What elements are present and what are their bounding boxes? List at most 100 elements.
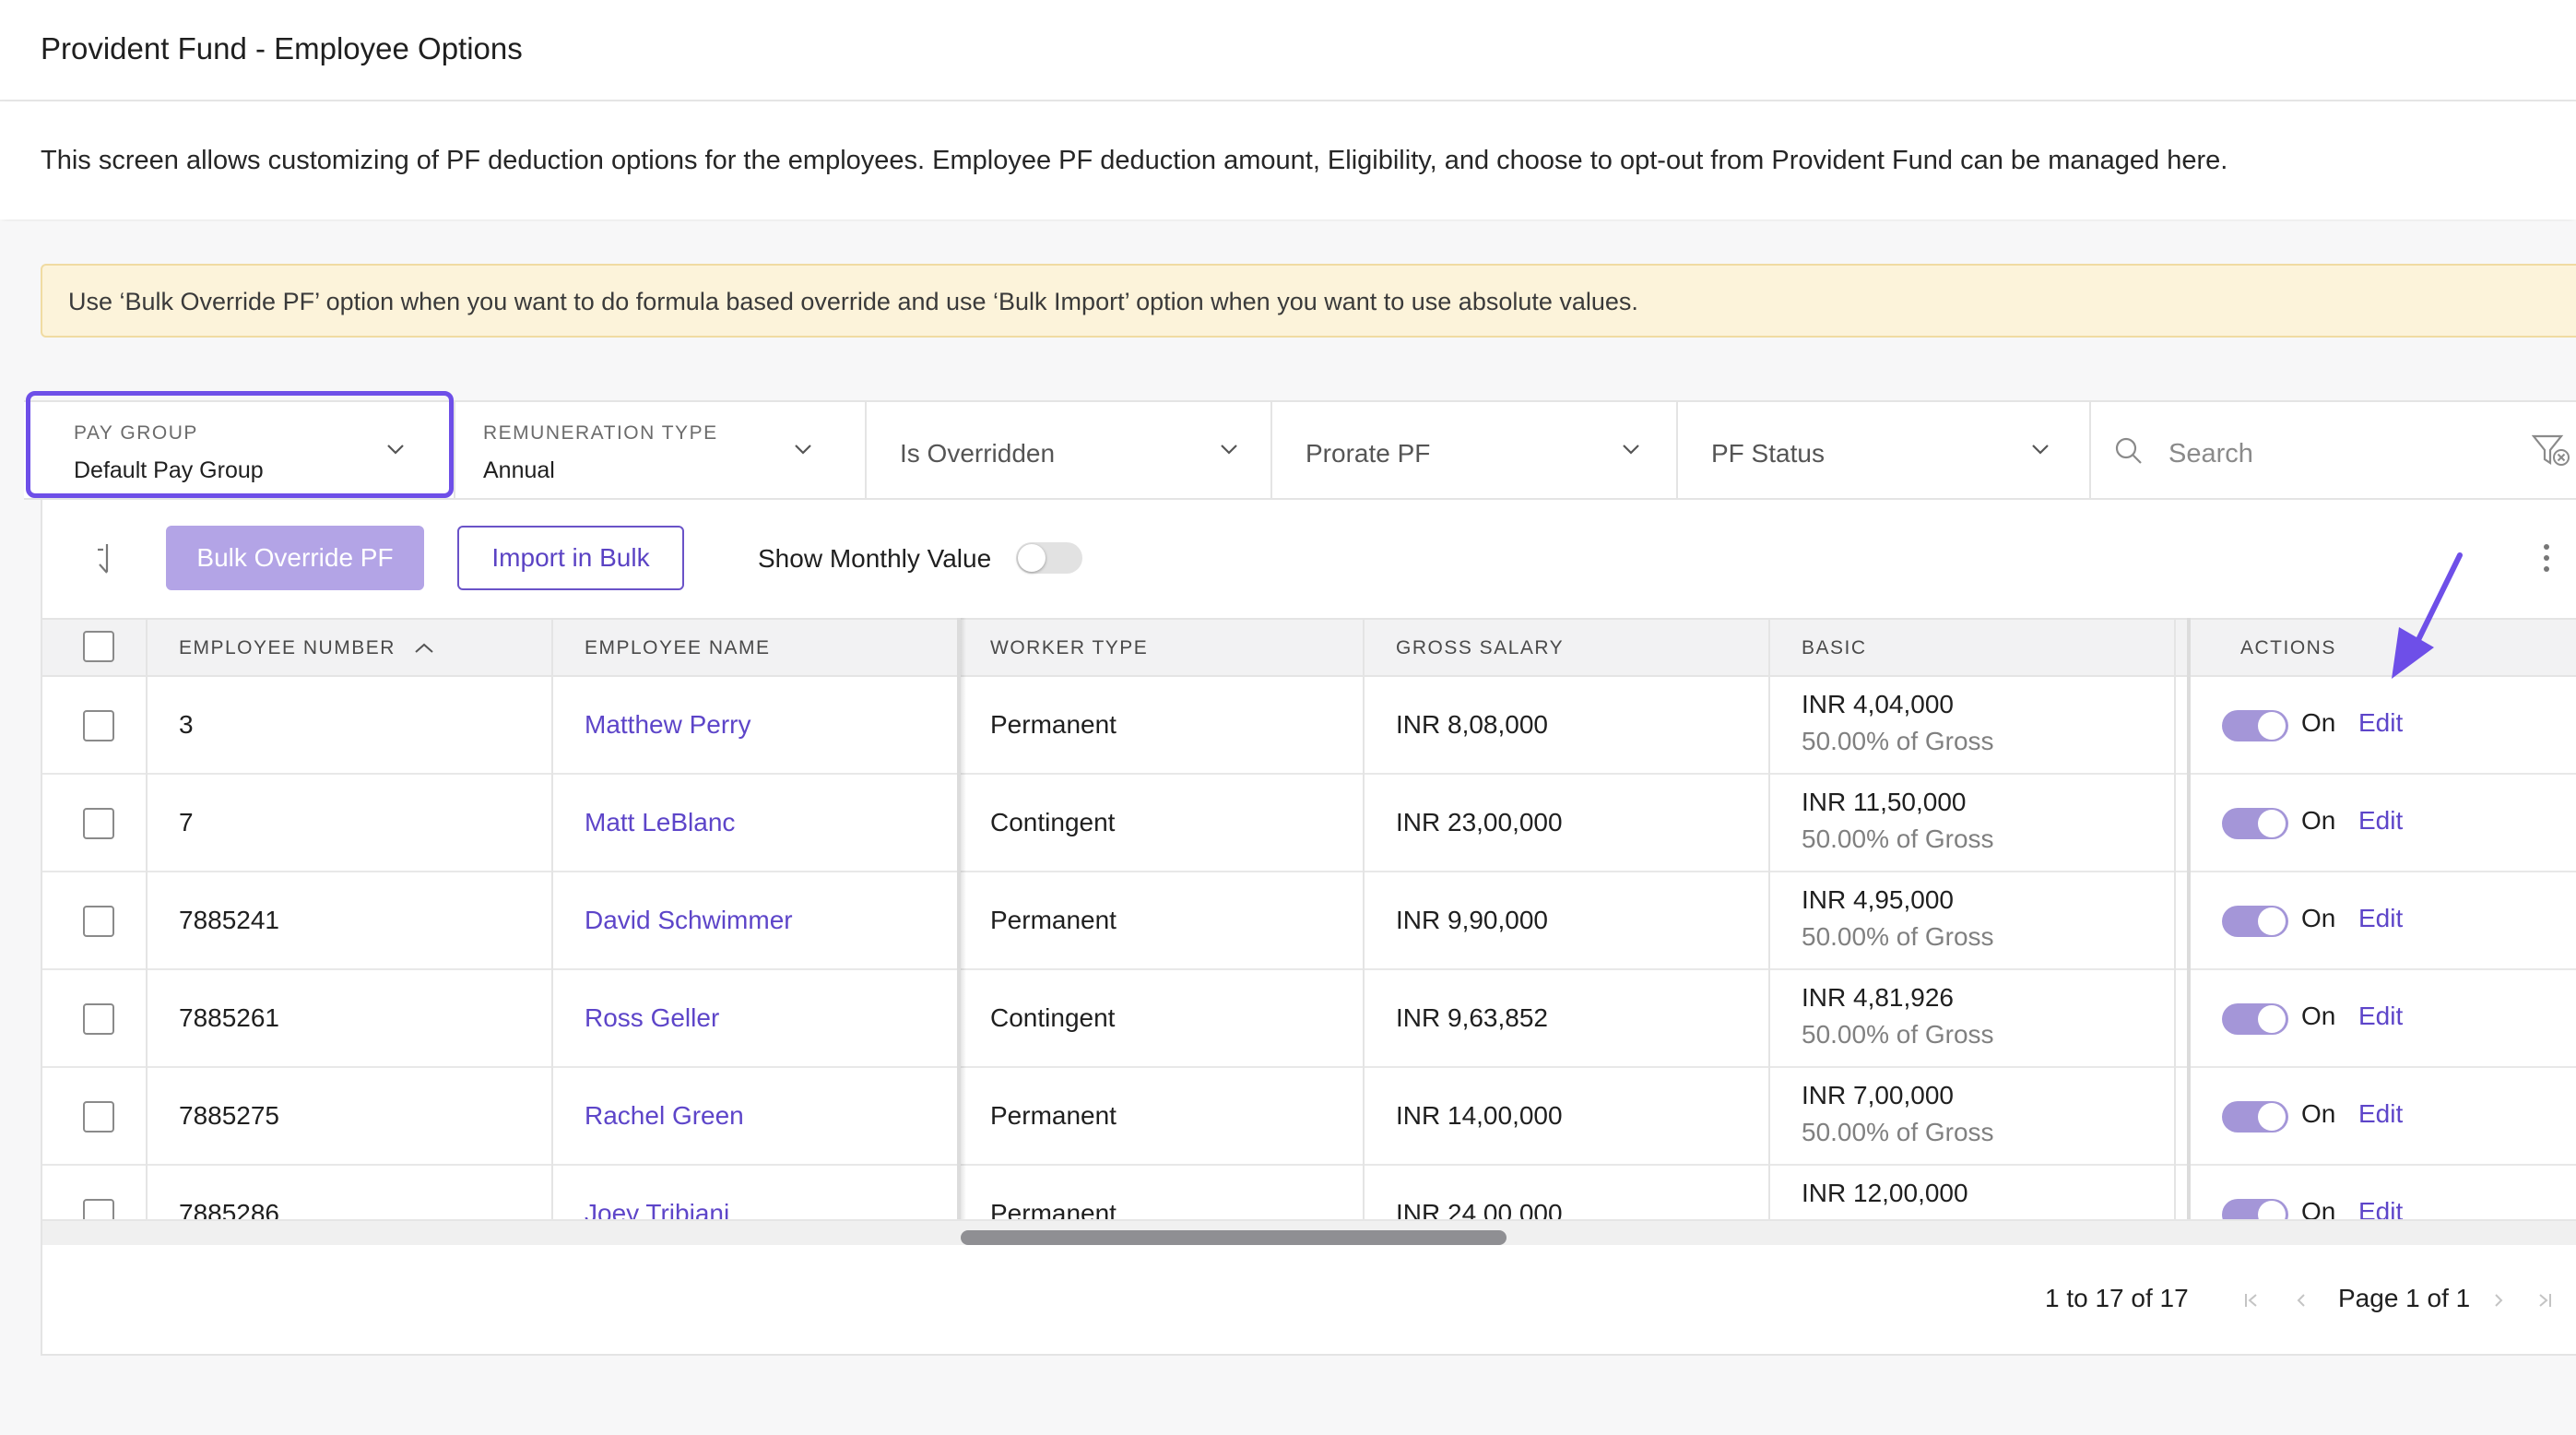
column-employee-number[interactable]: EMPLOYEE NUMBER	[179, 620, 435, 675]
gross-salary: INR 9,90,000	[1396, 906, 1548, 934]
bulk-override-pf-button[interactable]: Bulk Override PF	[166, 526, 424, 590]
chevron-down-icon	[795, 445, 811, 455]
next-page-icon[interactable]	[2489, 1291, 2508, 1310]
remuneration-type-filter[interactable]: REMUNERATION TYPE Annual	[455, 402, 867, 498]
table-row[interactable]: 3 Matthew Perry Permanent INR 8,08,000 I…	[42, 677, 2576, 775]
edit-link[interactable]: Edit	[2358, 806, 2404, 835]
employee-number: 7885286	[179, 1199, 280, 1219]
clear-filter-icon[interactable]	[2532, 433, 2574, 470]
pinned-column-shadow	[961, 618, 966, 1238]
pf-status-toggle[interactable]	[2222, 1003, 2288, 1035]
employee-table-panel: Bulk Override PF Import in Bulk Show Mon…	[41, 500, 2576, 1356]
chevron-down-icon	[387, 445, 404, 455]
table-row[interactable]: 7 Matt LeBlanc Contingent INR 23,00,000 …	[42, 775, 2576, 872]
basic-amount: INR 4,81,926	[1802, 983, 1954, 1012]
horizontal-scrollbar[interactable]	[42, 1219, 2576, 1245]
description-section: This screen allows customizing of PF ded…	[0, 101, 2576, 219]
import-in-bulk-button[interactable]: Import in Bulk	[457, 526, 684, 590]
column-employee-name[interactable]: EMPLOYEE NAME	[585, 637, 771, 658]
last-page-icon[interactable]	[2535, 1291, 2554, 1310]
pf-status-toggle[interactable]	[2222, 710, 2288, 741]
edit-link[interactable]: Edit	[2358, 708, 2404, 737]
worker-type: Permanent	[990, 710, 1117, 739]
is-overridden-filter[interactable]: Is Overridden	[867, 402, 1272, 498]
employee-number: 7	[179, 808, 194, 836]
pinned-column-divider	[957, 618, 961, 1238]
employee-name-link[interactable]: Matt LeBlanc	[585, 808, 736, 836]
basic-percentage: 50.00% of Gross	[1802, 727, 1994, 755]
select-all-checkbox[interactable]	[83, 631, 114, 662]
gross-salary: INR 8,08,000	[1396, 710, 1548, 739]
row-checkbox[interactable]	[83, 1003, 114, 1035]
row-checkbox[interactable]	[83, 1101, 114, 1133]
show-monthly-value-toggle[interactable]	[1016, 542, 1082, 574]
column-basic[interactable]: BASIC	[1802, 637, 1867, 658]
edit-link[interactable]: Edit	[2358, 904, 2404, 932]
chevron-down-icon	[1221, 445, 1237, 455]
pf-status-toggle[interactable]	[2222, 1199, 2288, 1219]
page-header: Provident Fund - Employee Options	[0, 0, 2576, 101]
first-page-icon[interactable]	[2242, 1291, 2261, 1310]
row-checkbox[interactable]	[83, 808, 114, 839]
gross-salary: INR 9,63,852	[1396, 1003, 1548, 1032]
pagination-count: 1 to 17 of 17	[2045, 1284, 2189, 1312]
row-checkbox[interactable]	[83, 1199, 114, 1219]
column-gross-salary[interactable]: GROSS SALARY	[1396, 637, 1565, 658]
table-row[interactable]: 7885261 Ross Geller Contingent INR 9,63,…	[42, 970, 2576, 1068]
basic-percentage: 50.00% of Gross	[1802, 1020, 1994, 1049]
employee-name-link[interactable]: Ross Geller	[585, 1003, 720, 1032]
pf-status-text: On	[2301, 1002, 2336, 1030]
basic-percentage: 50.00% of Gross	[1802, 922, 1994, 951]
basic-percentage: 50.00% of Gross	[1802, 824, 1994, 853]
employee-number: 3	[179, 710, 194, 739]
column-divider	[1768, 618, 1770, 1238]
gross-salary: INR 14,00,000	[1396, 1101, 1563, 1130]
page-title: Provident Fund - Employee Options	[41, 31, 523, 65]
pf-status-toggle[interactable]	[2222, 906, 2288, 937]
pay-group-value: Default Pay Group	[74, 457, 264, 483]
scrollbar-thumb[interactable]	[961, 1230, 1507, 1245]
employee-name-link[interactable]: Matthew Perry	[585, 710, 751, 739]
employee-number: 7885241	[179, 906, 280, 934]
basic-amount: INR 4,95,000	[1802, 885, 1954, 914]
employee-number: 7885261	[179, 1003, 280, 1032]
row-checkbox[interactable]	[83, 710, 114, 741]
employee-name-link[interactable]: David Schwimmer	[585, 906, 793, 934]
page-description: This screen allows customizing of PF ded…	[41, 146, 2228, 175]
prorate-pf-filter[interactable]: Prorate PF	[1272, 402, 1678, 498]
column-divider	[1363, 618, 1365, 1238]
search-icon	[2115, 437, 2142, 464]
remuneration-type-value: Annual	[483, 457, 555, 483]
info-banner-text: Use ‘Bulk Override PF’ option when you w…	[68, 288, 1638, 315]
pf-status-toggle[interactable]	[2222, 1101, 2288, 1133]
table-row[interactable]: 7885286 Joey Tribiani Permanent INR 24,0…	[42, 1166, 2576, 1219]
pay-group-filter[interactable]: PAY GROUP Default Pay Group	[24, 402, 455, 498]
show-monthly-value-label: Show Monthly Value	[758, 544, 992, 573]
edit-link[interactable]: Edit	[2358, 1197, 2404, 1219]
pf-status-label: PF Status	[1711, 439, 1825, 468]
column-divider	[146, 618, 148, 1238]
table-row[interactable]: 7885275 Rachel Green Permanent INR 14,00…	[42, 1068, 2576, 1166]
pf-status-toggle[interactable]	[2222, 808, 2288, 839]
pf-status-filter[interactable]: PF Status	[1678, 402, 2091, 498]
pay-group-label: PAY GROUP	[74, 422, 198, 444]
column-actions: ACTIONS	[2240, 637, 2336, 658]
row-checkbox[interactable]	[83, 906, 114, 937]
pf-status-text: On	[2301, 708, 2336, 737]
sort-icon[interactable]	[90, 540, 120, 577]
basic-percentage: 50.00% of Gross	[1802, 1118, 1994, 1146]
table-row[interactable]: 7885241 David Schwimmer Permanent INR 9,…	[42, 872, 2576, 970]
previous-page-icon[interactable]	[2292, 1291, 2310, 1310]
employee-name-link[interactable]: Rachel Green	[585, 1101, 744, 1130]
search-placeholder: Search	[2168, 439, 2253, 468]
employee-name-link[interactable]: Joey Tribiani	[585, 1199, 730, 1219]
pagination-bar: 1 to 17 of 17 Page 1 of 1	[42, 1243, 2576, 1354]
employee-number: 7885275	[179, 1101, 280, 1130]
edit-link[interactable]: Edit	[2358, 1099, 2404, 1128]
column-worker-type[interactable]: WORKER TYPE	[990, 637, 1149, 658]
edit-link[interactable]: Edit	[2358, 1002, 2404, 1030]
pf-status-text: On	[2301, 1099, 2336, 1128]
search-input[interactable]: Search	[2097, 402, 2576, 498]
more-options-icon[interactable]	[2541, 542, 2552, 574]
pinned-column-divider	[2187, 618, 2191, 1238]
